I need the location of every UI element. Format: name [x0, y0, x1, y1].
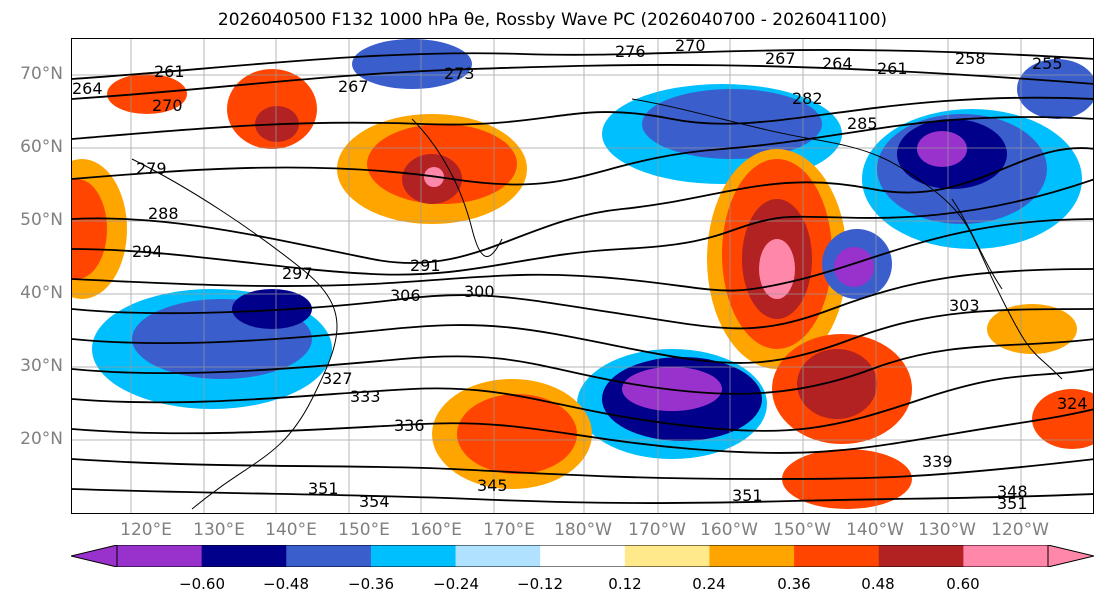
colorbar-tick: 0.48	[861, 575, 895, 593]
colorbar-segment	[455, 545, 541, 567]
contour-label: 285	[847, 114, 878, 133]
lat-label-60n: 60°N	[20, 137, 63, 157]
positive-anomaly-south-tongue-core	[797, 349, 877, 419]
contour-labels: 264 261 270 267 273 276 270 267 264 261 …	[72, 39, 1088, 513]
colorbar-segment	[963, 545, 1049, 567]
colorbar-tick: 0.24	[692, 575, 726, 593]
contour-label: 294	[132, 242, 163, 261]
theta-e-contours	[72, 49, 1093, 504]
map-title: 2026040500 F132 1000 hPa θe, Rossby Wave…	[217, 10, 888, 30]
colorbar-under-extension	[71, 545, 118, 567]
contour-label: 339	[922, 452, 953, 471]
contour-label: 267	[765, 49, 796, 68]
graticule	[72, 39, 1093, 513]
contour-label: 288	[148, 204, 179, 223]
lon-label-160e: 160°E	[410, 520, 462, 540]
colorbar-segment	[117, 545, 203, 567]
contour-label: 351	[732, 486, 763, 505]
contour-label: 267	[338, 77, 369, 96]
contour-label: 345	[477, 476, 508, 495]
lat-label-70n: 70°N	[20, 64, 63, 84]
lat-label-20n: 20°N	[20, 429, 63, 449]
colorbar-segment	[709, 545, 795, 567]
contour-label: 336	[394, 416, 425, 435]
contour-label: 270	[152, 96, 183, 115]
colorbar-segment	[286, 545, 372, 567]
contour-label: 303	[949, 296, 980, 315]
contour-label: 282	[792, 89, 823, 108]
lon-label-160w: 160°W	[700, 520, 758, 540]
contour-label: 324	[1057, 394, 1088, 413]
colorbar-segment	[624, 545, 710, 567]
colorbar-over-extension	[1047, 545, 1094, 567]
lon-label-170e: 170°E	[483, 520, 535, 540]
colorbar-segment	[201, 545, 287, 567]
negative-anomaly-asia-deep	[232, 289, 312, 329]
contour-label: 264	[822, 54, 853, 73]
contour-label: 273	[444, 64, 475, 83]
contour-label: 354	[359, 492, 390, 511]
colorbar-tick: 0.12	[608, 575, 642, 593]
colorbar-tick: −0.12	[517, 575, 563, 593]
lon-label-120e: 120°E	[120, 520, 172, 540]
colorbar-tick: −0.24	[433, 575, 479, 593]
contour-label: 306	[390, 286, 421, 305]
positive-anomaly-southeast	[1032, 389, 1093, 449]
contour-label: 351	[997, 494, 1028, 513]
colorbar-tick: −0.60	[179, 575, 225, 593]
colorbar-segment	[878, 545, 964, 567]
colorbar	[71, 545, 1094, 567]
colorbar-tick: −0.36	[348, 575, 394, 593]
contour-label: 291	[410, 256, 441, 275]
lon-label-120w: 120°W	[991, 520, 1049, 540]
contour-label: 276	[615, 42, 646, 61]
lon-label-180w: 180°W	[554, 520, 612, 540]
colorbar-segment	[540, 545, 626, 567]
anomaly-shading	[72, 39, 1093, 509]
lon-label-150e: 150°E	[338, 520, 390, 540]
lon-label-170w: 170°W	[628, 520, 686, 540]
lon-label-140w: 140°W	[846, 520, 904, 540]
contour-label: 327	[322, 369, 353, 388]
contour-label: 264	[72, 79, 103, 98]
contour-label: 300	[464, 282, 495, 301]
contour-label: 279	[136, 159, 167, 178]
contour-label: 258	[955, 49, 986, 68]
coastlines	[131, 98, 1063, 510]
positive-anomaly-west-core	[72, 179, 107, 279]
contour-label: 261	[877, 59, 908, 78]
lon-label-130w: 130°W	[918, 520, 976, 540]
lon-label-140e: 140°E	[265, 520, 317, 540]
colorbar-tick: −0.48	[263, 575, 309, 593]
map-canvas: 264 261 270 267 273 276 270 267 264 261 …	[72, 39, 1093, 513]
lat-label-30n: 30°N	[20, 356, 63, 376]
colorbar-segment	[794, 545, 880, 567]
colorbar-border	[116, 545, 1049, 567]
negative-anomaly-far-ne	[1017, 59, 1093, 119]
positive-anomaly-subtropics-core	[457, 394, 577, 474]
contour-label: 297	[282, 264, 313, 283]
contour-label: 333	[350, 387, 381, 406]
colorbar-segment	[370, 545, 457, 567]
contour-label: 261	[154, 62, 185, 81]
lon-label-130e: 130°E	[193, 520, 245, 540]
lat-label-50n: 50°N	[20, 210, 63, 230]
colorbar-segments	[71, 545, 1094, 567]
lon-label-150w: 150°W	[773, 520, 831, 540]
positive-anomaly-east-coast	[987, 304, 1077, 354]
map-panel: 264 261 270 267 273 276 270 267 264 261 …	[71, 38, 1094, 514]
colorbar-tick: 0.36	[777, 575, 811, 593]
negative-anomaly-north	[352, 39, 472, 89]
contour-label: 255	[1032, 54, 1063, 73]
positive-anomaly-central-peak	[759, 239, 795, 299]
negative-anomaly-east-core	[834, 247, 874, 287]
contour-label: 348	[997, 482, 1028, 501]
contour-label: 270	[675, 39, 706, 55]
colorbar-tick: 0.60	[946, 575, 980, 593]
negative-anomaly-alaska-peak	[917, 131, 967, 167]
lat-label-40n: 40°N	[20, 283, 63, 303]
contour-label: 351	[308, 479, 339, 498]
